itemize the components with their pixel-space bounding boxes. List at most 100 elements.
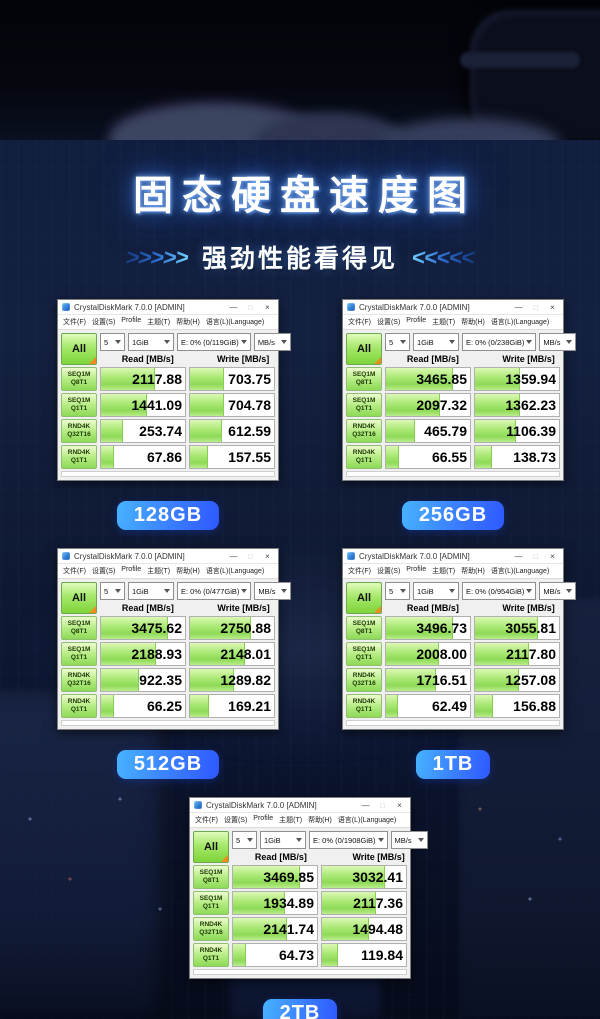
minimize-button[interactable]: — <box>514 302 523 312</box>
unit-select[interactable]: MB/s <box>390 831 428 849</box>
menu-theme[interactable]: 主题(T) <box>432 319 456 326</box>
menu-file[interactable]: 文件(F) <box>63 319 86 326</box>
menu-language[interactable]: 语言(L)(Language) <box>490 319 550 326</box>
read-value-cell: 3496.73 <box>385 616 471 640</box>
test-size-select[interactable]: 1GiB <box>128 582 174 600</box>
unit-select[interactable]: MB/s <box>539 582 577 600</box>
read-value-cell: 62.49 <box>385 694 471 718</box>
menu-theme[interactable]: 主题(T) <box>432 568 456 575</box>
menu-settings[interactable]: 设置(S) <box>223 817 248 824</box>
test-count-select[interactable]: 5 <box>100 582 125 600</box>
target-drive-select[interactable]: E: 0% (0/954GiB) <box>462 582 537 600</box>
read-value-cell: 67.86 <box>100 445 186 469</box>
target-drive-select[interactable]: E: 0% (0/477GiB) <box>177 582 252 600</box>
test-count-select[interactable]: 5 <box>385 582 410 600</box>
test-label: SEQ1M Q8T1 <box>61 616 97 640</box>
speed-bar <box>386 669 436 691</box>
run-all-button[interactable]: All <box>346 333 382 365</box>
menu-settings[interactable]: 设置(S) <box>91 568 116 575</box>
test-size-select[interactable]: 1GiB <box>413 582 459 600</box>
chevrons-right-icon: >>>>> <box>124 243 190 270</box>
menu-profile[interactable]: Profile <box>406 317 427 324</box>
test-label: RND4K Q32T16 <box>61 419 97 443</box>
speed-bar <box>475 617 539 639</box>
write-value-cell: 2117.80 <box>474 642 560 666</box>
maximize-button[interactable]: □ <box>380 800 385 810</box>
read-column-header: Read [MB/s] <box>406 353 459 364</box>
background-shape <box>380 118 560 140</box>
menu-file[interactable]: 文件(F) <box>348 319 371 326</box>
run-all-button[interactable]: All <box>193 831 229 863</box>
menu-language[interactable]: 语言(L)(Language) <box>205 568 265 575</box>
menu-settings[interactable]: 设置(S) <box>91 319 116 326</box>
menu-help[interactable]: 帮助(H) <box>176 319 200 326</box>
menu-profile[interactable]: Profile <box>121 317 142 324</box>
menu-theme[interactable]: 主题(T) <box>147 319 171 326</box>
benchmark-body: All 5 1GiB E: 0% (0/238GiB) <box>343 330 577 480</box>
menu-theme[interactable]: 主题(T) <box>147 568 171 575</box>
menu-language[interactable]: 语言(L)(Language) <box>490 568 550 575</box>
menu-language[interactable]: 语言(L)(Language) <box>205 319 265 326</box>
menu-help[interactable]: 帮助(H) <box>176 568 200 575</box>
close-button[interactable]: × <box>265 551 270 561</box>
close-button[interactable]: × <box>550 302 555 312</box>
menu-help[interactable]: 帮助(H) <box>308 817 332 824</box>
speed-bar <box>386 446 399 468</box>
menu-help[interactable]: 帮助(H) <box>461 319 485 326</box>
unit-select[interactable]: MB/s <box>253 333 291 351</box>
menu-help[interactable]: 帮助(H) <box>461 568 485 575</box>
close-button[interactable]: × <box>265 302 270 312</box>
run-all-button[interactable]: All <box>346 582 382 614</box>
test-count-select[interactable]: 5 <box>100 333 125 351</box>
result-row-rnd4k-q32t16: RND4K Q32T16 1716.51 1257.08 <box>346 668 560 692</box>
menu-settings[interactable]: 设置(S) <box>376 568 401 575</box>
dropdown-arrow-icon <box>240 340 247 344</box>
menu-profile[interactable]: Profile <box>121 566 142 573</box>
read-column-header: Read [MB/s] <box>121 353 174 364</box>
menu-settings[interactable]: 设置(S) <box>376 319 401 326</box>
target-drive-select[interactable]: E: 0% (0/238GiB) <box>462 333 537 351</box>
minimize-button[interactable]: — <box>514 551 523 561</box>
test-count-select[interactable]: 5 <box>385 333 410 351</box>
unit-select[interactable]: MB/s <box>254 582 292 600</box>
menu-profile[interactable]: Profile <box>253 815 274 822</box>
run-all-button[interactable]: All <box>61 582 97 614</box>
dropdown-arrow-icon <box>164 340 170 344</box>
maximize-button[interactable]: □ <box>533 551 538 561</box>
minimize-button[interactable]: — <box>229 551 238 561</box>
result-row-seq1m-q8t1: SEQ1M Q8T1 3475.62 2750.88 <box>61 616 275 640</box>
read-value: 2141.74 <box>263 921 314 937</box>
menu-file[interactable]: 文件(F) <box>195 817 218 824</box>
minimize-button[interactable]: — <box>361 800 370 810</box>
speed-bar <box>233 866 300 888</box>
maximize-button[interactable]: □ <box>248 551 253 561</box>
menu-bar: 文件(F) 设置(S) Profile 主题(T) 帮助(H) 语言(L)(La… <box>58 564 278 579</box>
maximize-button[interactable]: □ <box>533 302 538 312</box>
menu-theme[interactable]: 主题(T) <box>279 817 303 824</box>
test-size-select[interactable]: 1GiB <box>128 333 174 351</box>
maximize-button[interactable]: □ <box>248 302 253 312</box>
target-drive-select[interactable]: E: 0% (0/1908GiB) <box>309 831 388 849</box>
test-count-select[interactable]: 5 <box>232 831 257 849</box>
target-drive-select[interactable]: E: 0% (0/119GiB) <box>177 333 251 351</box>
write-value: 138.73 <box>513 449 556 465</box>
write-value: 2148.01 <box>220 646 271 662</box>
menu-profile[interactable]: Profile <box>406 566 427 573</box>
test-size-select[interactable]: 1GiB <box>260 831 306 849</box>
menu-file[interactable]: 文件(F) <box>63 568 86 575</box>
settings-row: 5 1GiB E: 0% (0/238GiB) MB/s <box>385 333 577 351</box>
unit-select[interactable]: MB/s <box>539 333 577 351</box>
menu-language[interactable]: 语言(L)(Language) <box>337 817 397 824</box>
test-size-select[interactable]: 1GiB <box>413 333 459 351</box>
close-button[interactable]: × <box>550 551 555 561</box>
close-button[interactable]: × <box>397 800 402 810</box>
speed-bar <box>322 866 386 888</box>
read-value-cell: 66.55 <box>385 445 471 469</box>
status-bar <box>61 720 275 726</box>
minimize-button[interactable]: — <box>229 302 238 312</box>
menu-bar: 文件(F) 设置(S) Profile 主题(T) 帮助(H) 语言(L)(La… <box>58 315 278 330</box>
speed-bar <box>386 617 453 639</box>
run-all-button[interactable]: All <box>61 333 97 365</box>
menu-file[interactable]: 文件(F) <box>348 568 371 575</box>
test-label: RND4K Q32T16 <box>346 668 382 692</box>
